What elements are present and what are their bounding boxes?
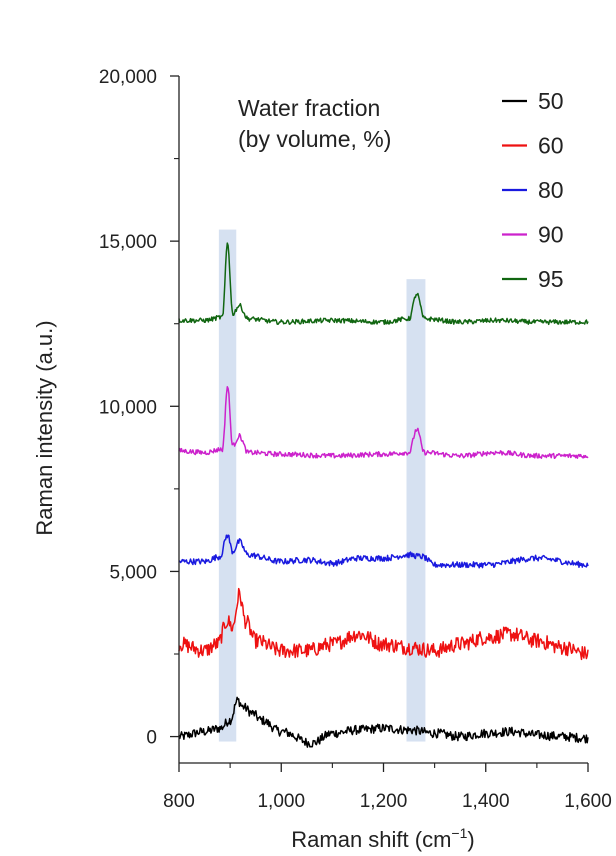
- x-axis-title-unit-superscript: −1: [451, 825, 467, 841]
- series-line-60: [178, 587, 589, 661]
- y-tick-label: 20,000: [99, 67, 157, 88]
- series-line-80: [178, 534, 589, 569]
- y-axis-title: Raman intensity (a.u.): [32, 320, 57, 535]
- x-axis-title-close: ): [467, 827, 474, 852]
- highlight-band-1: [218, 229, 237, 742]
- legend-label-95: 95: [538, 266, 564, 292]
- legend-title-line-2: (by volume, %): [238, 126, 391, 152]
- x-tick-label: 1,600: [564, 791, 612, 812]
- legend-label-60: 60: [538, 133, 564, 159]
- x-tick-label: 1,400: [462, 791, 510, 812]
- series-line-90: [178, 386, 589, 460]
- legend-entries: 50 60 80 90 95: [502, 88, 564, 292]
- x-tick-label: 800: [163, 791, 195, 812]
- y-axis-ticks: 0 5,000 10,000 15,000 20,000: [99, 67, 179, 749]
- legend-label-50: 50: [538, 88, 564, 114]
- y-tick-label: 5,000: [109, 562, 157, 583]
- series-line-95: [178, 242, 589, 326]
- x-tick-label: 1,200: [360, 791, 408, 812]
- x-axis-title: Raman shift (cm−1): [291, 825, 474, 852]
- legend: Water fraction (by volume, %) 50 60 80 90 95: [238, 88, 564, 292]
- x-axis-title-text: Raman shift (cm: [291, 827, 451, 852]
- legend-label-90: 90: [538, 222, 564, 248]
- series-line-50: [178, 696, 589, 748]
- legend-title-line-1: Water fraction: [238, 95, 380, 121]
- spectra-series: [178, 242, 589, 748]
- y-tick-label: 10,000: [99, 397, 157, 418]
- x-tick-label: 1,000: [257, 791, 305, 812]
- y-tick-label: 0: [146, 728, 157, 749]
- x-axis-ticks: 800 1,000 1,200 1,400 1,600: [163, 763, 612, 812]
- highlight-band-2: [406, 279, 426, 742]
- legend-label-80: 80: [538, 177, 564, 203]
- highlight-bands: [218, 229, 426, 742]
- y-tick-label: 15,000: [99, 232, 157, 253]
